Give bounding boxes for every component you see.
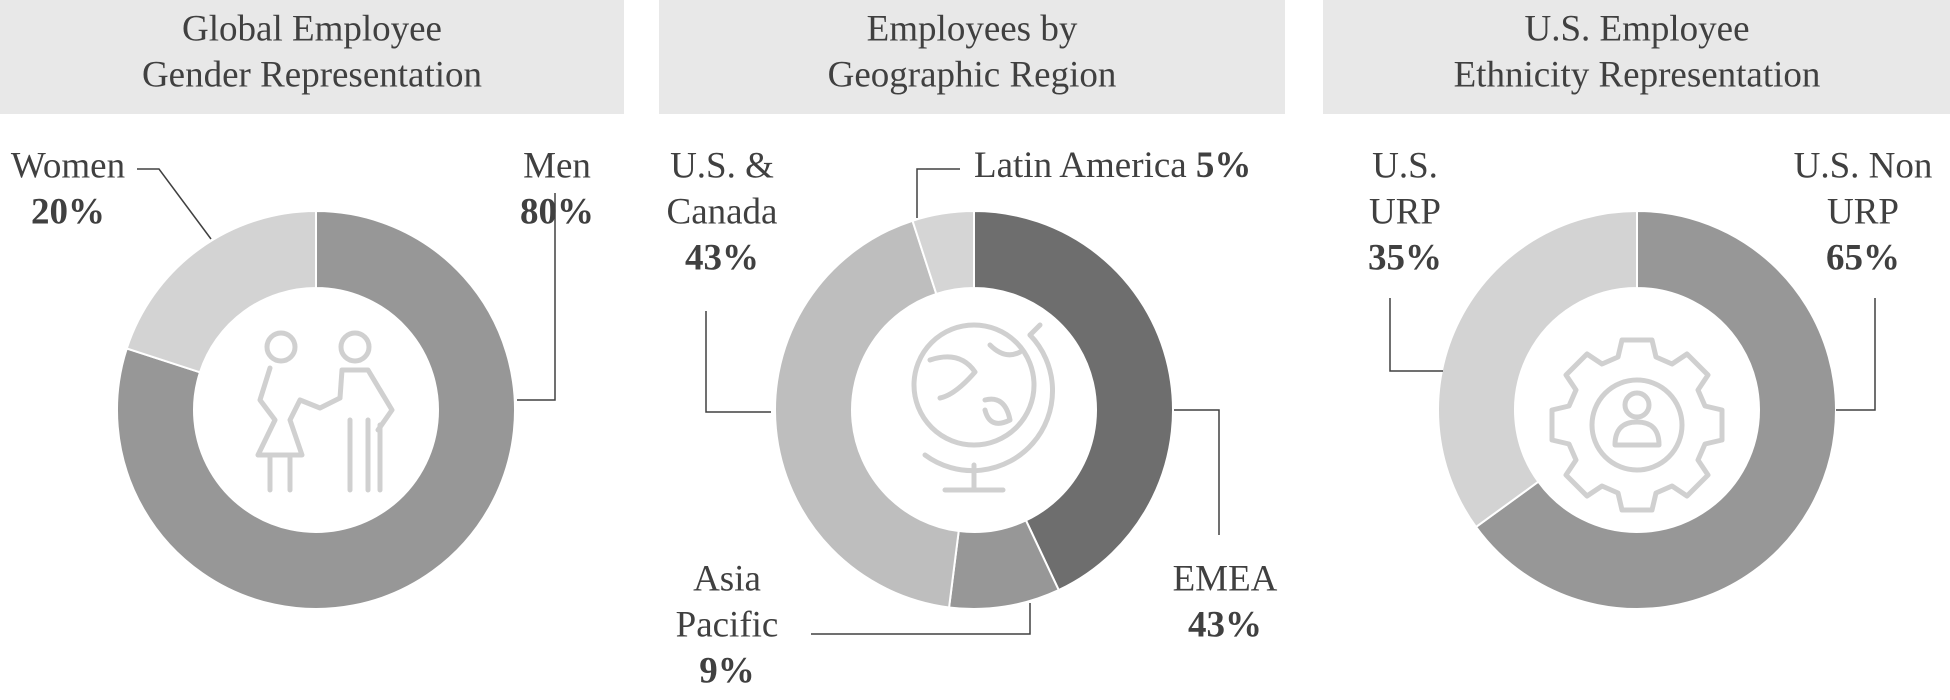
people-icon (255, 330, 395, 493)
leader-line (811, 603, 1031, 635)
category-label: Asia (693, 558, 761, 599)
donut-slice (973, 209, 1174, 592)
donut-slice (774, 219, 960, 609)
value-label: 65% (1826, 237, 1900, 278)
category-label: U.S. (1372, 145, 1438, 186)
value-label: 80% (520, 191, 594, 232)
chart-title: Geographic Region (828, 54, 1117, 95)
leader-line (137, 168, 212, 240)
donut-slice (1437, 209, 1638, 529)
title-box (1323, 0, 1950, 114)
value-label: 35% (1368, 237, 1442, 278)
chart-title: Gender Representation (142, 54, 482, 95)
value-label: 20% (31, 191, 105, 232)
chart-title: Employees by (867, 8, 1078, 49)
donuts: Global Employee Gender Representation Men 8… (11, 8, 1932, 691)
category-label: Pacific (676, 604, 779, 645)
category-label: EMEA (1173, 558, 1278, 599)
donut-slice (1474, 209, 1838, 610)
leader-line (517, 193, 556, 401)
donut-slice (125, 209, 317, 374)
value-label: 9% (699, 650, 755, 691)
value-label: 43% (685, 237, 759, 278)
leader-line (1389, 298, 1443, 372)
globe-icon (911, 322, 1055, 493)
title-box (659, 0, 1285, 114)
gear-icon (1549, 337, 1725, 513)
leader-line (705, 311, 771, 413)
category-label: URP (1827, 191, 1899, 232)
donut-slice (116, 209, 516, 610)
chart-title: Global Employee (182, 8, 442, 49)
category-label: U.S. Non (1794, 145, 1933, 186)
category-label: U.S. & (670, 145, 774, 186)
category-label: Men (523, 145, 591, 186)
category-label: Latin America (974, 145, 1187, 186)
donut-slice (911, 209, 975, 296)
chart-title: Ethnicity Representation (1454, 54, 1821, 95)
value-label: 5% (1196, 145, 1252, 186)
category-label: URP (1369, 191, 1441, 232)
leader-line (1836, 298, 1876, 411)
category-label: Women (11, 145, 125, 186)
leader-line (1174, 409, 1220, 535)
slice-label: Latin America 5% (974, 145, 1251, 186)
category-label: Canada (667, 191, 778, 232)
value-label: 43% (1188, 604, 1262, 645)
title-box (0, 0, 624, 114)
chart-title: U.S. Employee (1524, 8, 1749, 49)
leader-line (916, 168, 960, 218)
